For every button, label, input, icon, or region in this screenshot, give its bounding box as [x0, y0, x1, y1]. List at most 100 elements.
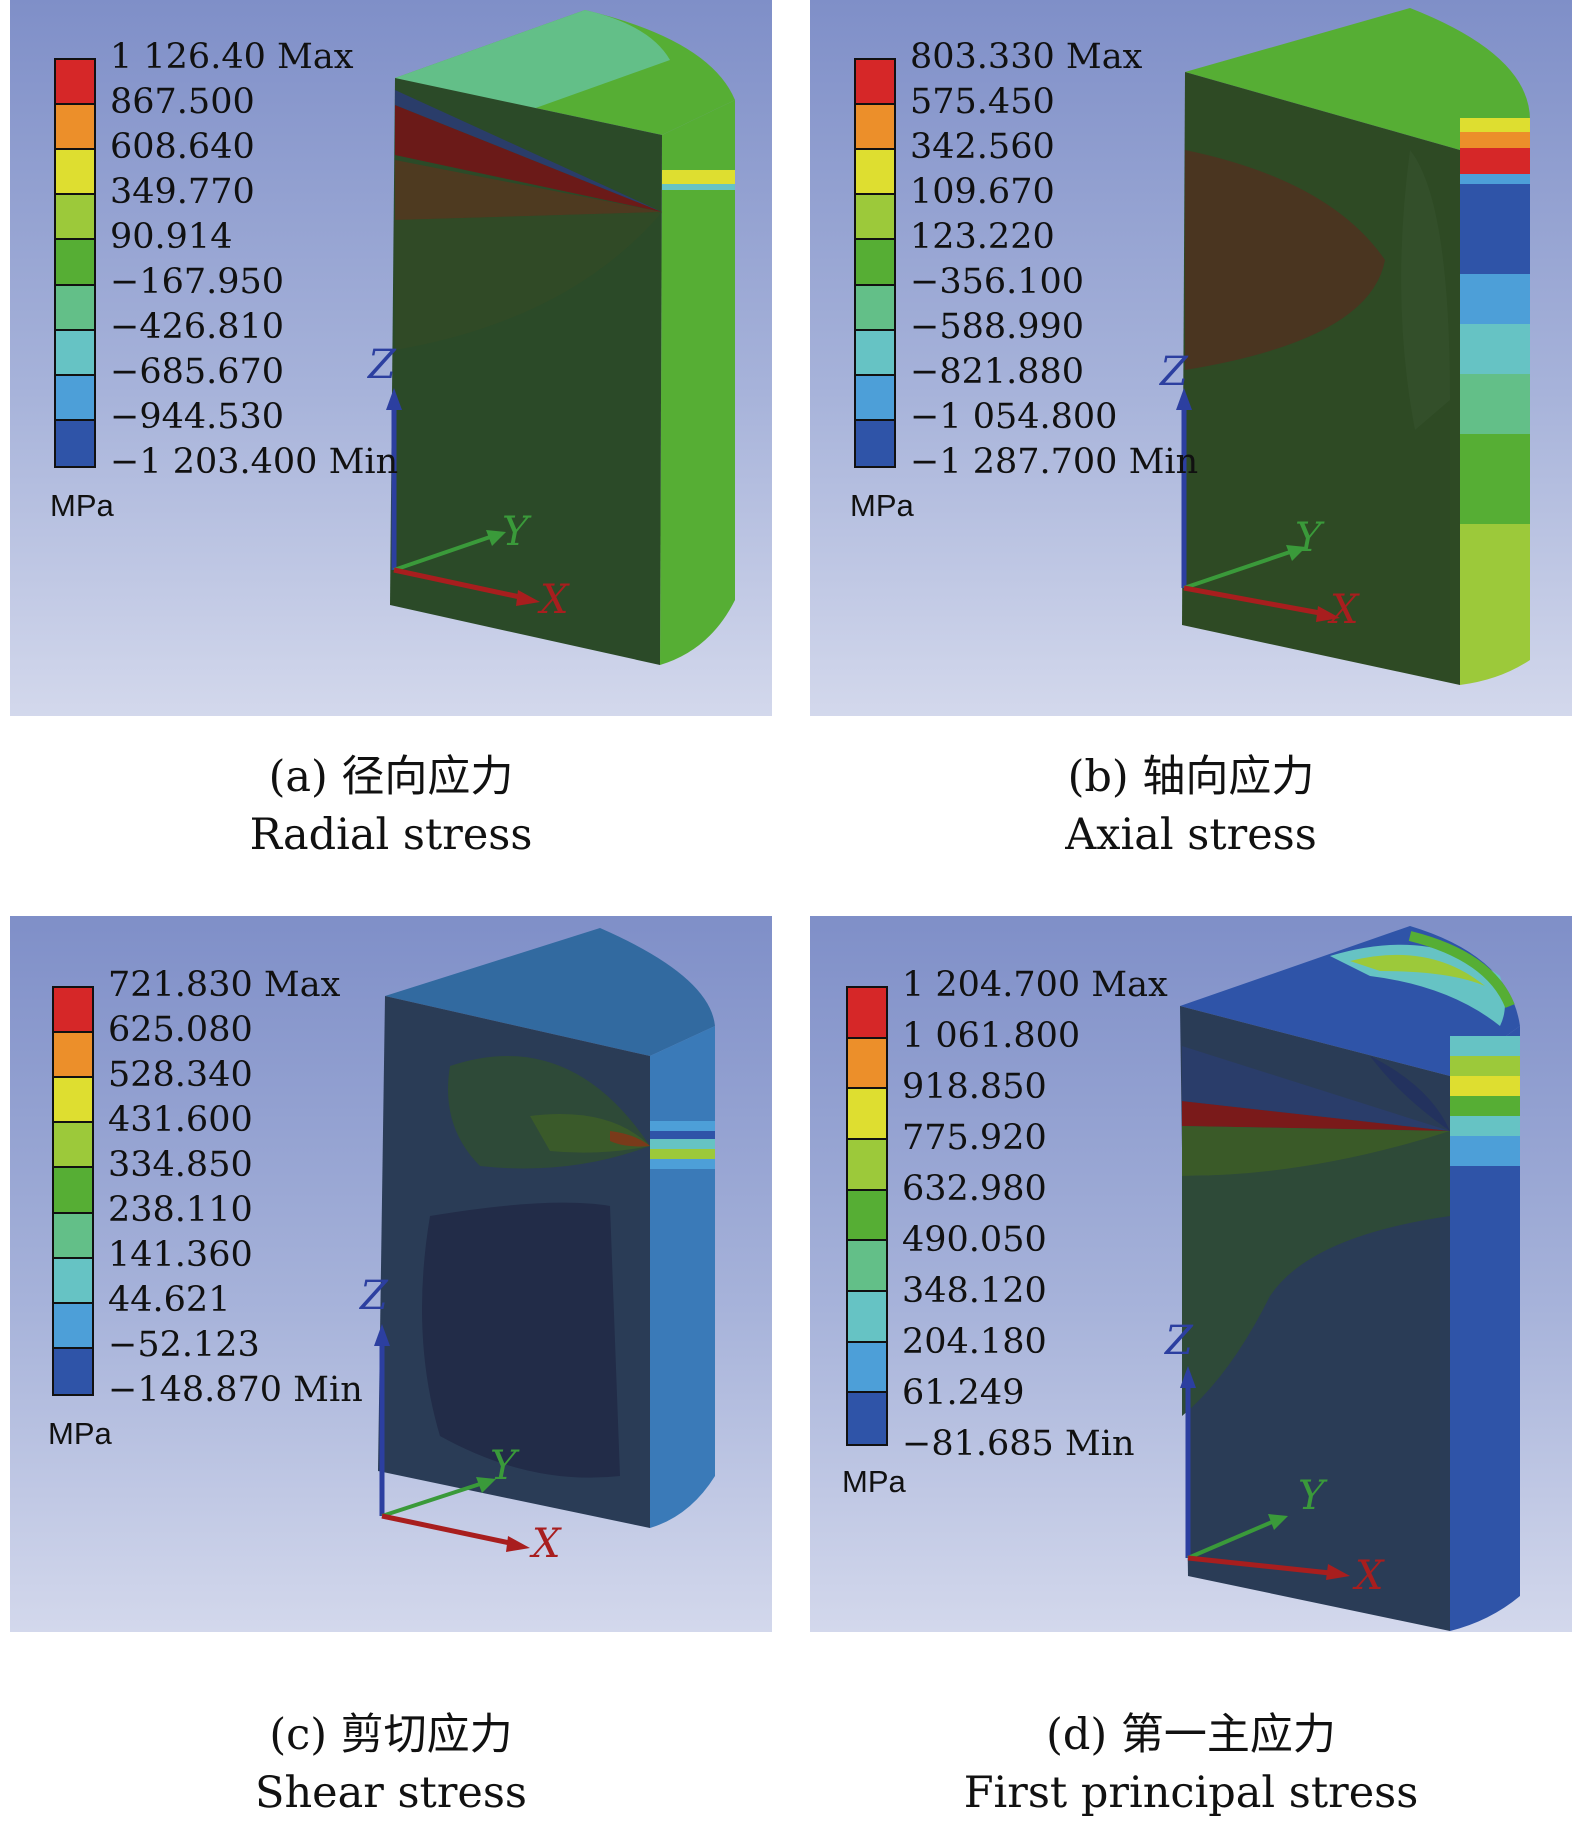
y-axis-label: Y: [490, 1443, 517, 1489]
legend-label: 1 061.800: [902, 1016, 1081, 1056]
legend-swatch: [848, 1038, 886, 1090]
caption-en: First principal stress: [963, 1768, 1419, 1818]
legend-swatch: [56, 240, 94, 286]
legend-label: 334.850: [108, 1145, 253, 1185]
legend-swatch: [54, 1348, 92, 1394]
legend-label: −1 203.400 Min: [110, 442, 399, 482]
x-axis-label: X: [1355, 1553, 1384, 1599]
caption-cn: (a) 径向应力: [268, 752, 514, 802]
y-axis-label: Y: [1298, 1473, 1325, 1519]
legend-swatch: [54, 1258, 92, 1304]
caption-c: (c) 剪切应力 Shear stress: [10, 1706, 772, 1822]
caption-b: (b) 轴向应力 Axial stress: [810, 748, 1572, 864]
legend-label: 141.360: [108, 1235, 253, 1275]
panel-shear-stress: 721.830 Max 625.080 528.340 431.600 334.…: [10, 916, 772, 1632]
legend-label: −685.670: [110, 352, 285, 392]
legend-label: 44.621: [108, 1280, 231, 1320]
legend-label: 348.120: [902, 1271, 1047, 1311]
x-axis-label: X: [532, 1521, 561, 1567]
legend-label: 721.830 Max: [108, 965, 341, 1005]
legend-label: 803.330 Max: [910, 37, 1143, 77]
y-axis-label: Y: [502, 509, 529, 555]
legend-swatch: [56, 330, 94, 376]
legend-swatch: [56, 375, 94, 421]
legend-swatch: [56, 285, 94, 331]
panel-radial-stress: 1 126.40 Max 867.500 608.640 349.770 90.…: [10, 0, 772, 716]
legend-swatch: [56, 60, 94, 106]
legend-label: −944.530: [110, 397, 285, 437]
legend-swatch: [56, 195, 94, 241]
x-axis-label: X: [540, 577, 569, 623]
caption-d: (d) 第一主应力 First principal stress: [810, 1706, 1572, 1822]
legend-swatch: [848, 1241, 886, 1292]
legend-swatch: [856, 60, 894, 106]
legend-label: 575.450: [910, 82, 1055, 122]
legend-swatch: [856, 105, 894, 151]
legend-label: −1 054.800: [910, 397, 1118, 437]
legend-swatch: [56, 105, 94, 151]
caption-en: Axial stress: [1065, 810, 1317, 860]
legend-label: −148.870 Min: [108, 1370, 363, 1410]
legend-swatch: [54, 1078, 92, 1124]
legend-swatch: [54, 1123, 92, 1169]
stress-model-render: [386, 10, 735, 665]
legend-label: −167.950: [110, 262, 285, 302]
legend-unit: MPa: [50, 488, 114, 523]
legend-label: −588.990: [910, 307, 1085, 347]
legend-label: −426.810: [110, 307, 285, 347]
y-axis-label: Y: [1295, 515, 1322, 561]
legend-unit: MPa: [842, 1464, 906, 1499]
legend-color-bar: [52, 986, 94, 1396]
legend-label: 918.850: [902, 1067, 1047, 1107]
legend-label: 123.220: [910, 217, 1055, 257]
caption-en: Radial stress: [249, 810, 533, 860]
legend-swatch: [848, 1342, 886, 1394]
legend-label: 625.080: [108, 1010, 253, 1050]
legend-swatch: [848, 1089, 886, 1140]
legend-swatch: [56, 150, 94, 196]
legend-label: 775.920: [902, 1118, 1047, 1158]
legend-color-bar: [846, 986, 888, 1446]
legend-label: 867.500: [110, 82, 255, 122]
legend-swatch: [848, 1190, 886, 1242]
legend-label: −356.100: [910, 262, 1085, 302]
legend-label: 349.770: [110, 172, 255, 212]
legend-label: 431.600: [108, 1100, 253, 1140]
legend-swatch: [856, 330, 894, 376]
legend-label: 342.560: [910, 127, 1055, 167]
legend-swatch: [856, 150, 894, 196]
panel-first-principal-stress: 1 204.700 Max 1 061.800 918.850 775.920 …: [810, 916, 1572, 1632]
z-axis-label: Z: [1160, 349, 1188, 395]
legend-swatch: [856, 240, 894, 286]
caption-cn: (b) 轴向应力: [1067, 752, 1315, 802]
legend-swatch: [848, 988, 886, 1039]
stress-model-render: [374, 928, 715, 1552]
legend-swatch: [856, 375, 894, 421]
legend-label: 608.640: [110, 127, 255, 167]
z-axis-label: Z: [368, 342, 396, 388]
x-axis-label: X: [1330, 587, 1359, 633]
legend-label: −81.685 Min: [902, 1424, 1135, 1464]
legend-swatch: [856, 285, 894, 331]
legend-label: 238.110: [108, 1190, 253, 1230]
legend-label: 109.670: [910, 172, 1055, 212]
legend-label: 90.914: [110, 217, 233, 257]
z-axis-label: Z: [360, 1273, 388, 1319]
legend-swatch: [54, 1303, 92, 1349]
caption-a: (a) 径向应力 Radial stress: [10, 748, 772, 864]
legend-label: 1 204.700 Max: [902, 965, 1168, 1005]
legend-swatch: [848, 1393, 886, 1444]
caption-en: Shear stress: [255, 1768, 527, 1818]
legend-color-bar: [54, 58, 96, 468]
stress-model-render: [1180, 926, 1520, 1631]
legend-label: 490.050: [902, 1220, 1047, 1260]
legend-swatch: [856, 420, 894, 466]
legend-swatch: [848, 1139, 886, 1191]
legend-unit: MPa: [850, 488, 914, 523]
legend-swatch: [848, 1291, 886, 1343]
legend-swatch: [54, 988, 92, 1034]
stress-model-render: [1176, 8, 1530, 685]
legend-swatch: [54, 1033, 92, 1079]
legend-label: 61.249: [902, 1373, 1025, 1413]
legend-label: −1 287.700 Min: [910, 442, 1199, 482]
